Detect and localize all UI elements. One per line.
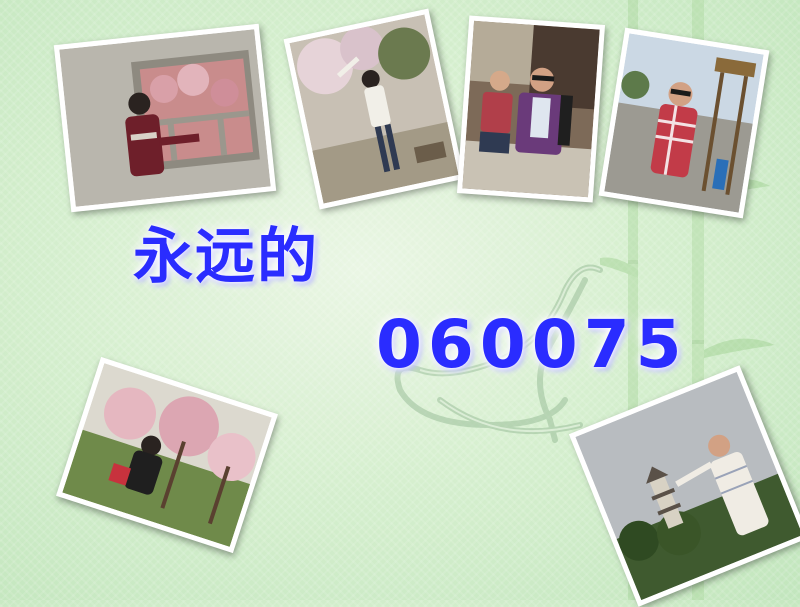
photo-girl-in-peach-orchard	[55, 356, 279, 554]
photo-guy-in-plaid-shirt	[598, 27, 770, 219]
photo-girl-under-blossoms	[283, 8, 465, 210]
slide-title-number: 060075	[376, 306, 688, 383]
curl-ornament	[394, 264, 603, 443]
photo-two-guys-seated	[456, 15, 606, 203]
photo-girl-at-lattice-window	[53, 23, 277, 213]
slide-title-chinese: 永远的	[133, 222, 319, 292]
photo-guy-pointing-at-pagoda	[568, 365, 800, 607]
